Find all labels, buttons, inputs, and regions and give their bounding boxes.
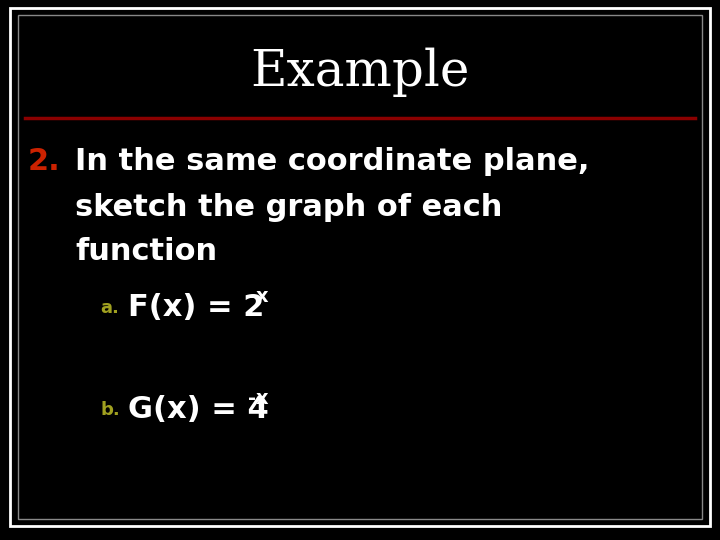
- Text: 2.: 2.: [28, 147, 60, 177]
- Text: a.: a.: [100, 299, 119, 317]
- Text: F(x) = 2: F(x) = 2: [128, 294, 264, 322]
- Text: In the same coordinate plane,: In the same coordinate plane,: [75, 147, 590, 177]
- Text: b.: b.: [100, 401, 120, 419]
- Text: sketch the graph of each: sketch the graph of each: [75, 192, 503, 221]
- Text: -x: -x: [248, 388, 269, 408]
- Text: -x: -x: [248, 287, 269, 306]
- Text: function: function: [75, 238, 217, 267]
- Text: G(x) = 4: G(x) = 4: [128, 395, 269, 424]
- Text: Example: Example: [251, 48, 469, 97]
